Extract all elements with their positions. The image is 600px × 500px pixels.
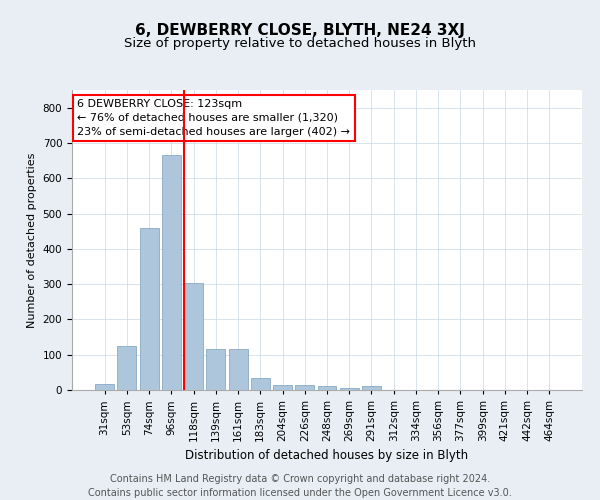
- Bar: [340, 388, 359, 390]
- Bar: [251, 378, 270, 390]
- X-axis label: Distribution of detached houses by size in Blyth: Distribution of detached houses by size …: [185, 450, 469, 462]
- Text: Contains HM Land Registry data © Crown copyright and database right 2024.
Contai: Contains HM Land Registry data © Crown c…: [88, 474, 512, 498]
- Y-axis label: Number of detached properties: Number of detached properties: [27, 152, 37, 328]
- Bar: [229, 350, 248, 390]
- Bar: [362, 386, 381, 390]
- Bar: [184, 284, 203, 390]
- Bar: [273, 384, 292, 390]
- Text: 6 DEWBERRY CLOSE: 123sqm
← 76% of detached houses are smaller (1,320)
23% of sem: 6 DEWBERRY CLOSE: 123sqm ← 76% of detach…: [77, 99, 350, 137]
- Text: 6, DEWBERRY CLOSE, BLYTH, NE24 3XJ: 6, DEWBERRY CLOSE, BLYTH, NE24 3XJ: [135, 22, 465, 38]
- Bar: [206, 350, 225, 390]
- Bar: [118, 346, 136, 390]
- Bar: [317, 386, 337, 390]
- Bar: [162, 156, 181, 390]
- Text: Size of property relative to detached houses in Blyth: Size of property relative to detached ho…: [124, 38, 476, 51]
- Bar: [295, 384, 314, 390]
- Bar: [140, 228, 158, 390]
- Bar: [95, 384, 114, 390]
